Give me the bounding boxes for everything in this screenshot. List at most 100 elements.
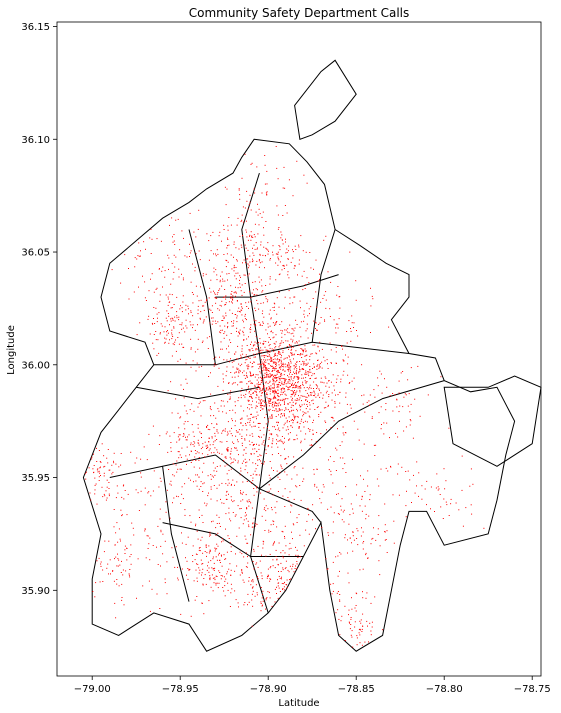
call-point <box>398 411 400 413</box>
call-point <box>208 571 210 573</box>
call-point <box>287 366 289 368</box>
call-point <box>171 332 173 334</box>
call-point <box>239 235 241 237</box>
call-point <box>268 531 270 533</box>
call-point <box>282 415 284 417</box>
call-point <box>342 359 344 361</box>
call-point <box>326 382 328 384</box>
call-point <box>220 275 221 277</box>
call-point <box>296 361 298 363</box>
call-point <box>300 405 302 407</box>
call-point <box>276 297 278 299</box>
call-point <box>138 286 139 288</box>
call-point <box>309 355 311 357</box>
call-point <box>124 553 126 554</box>
call-point <box>245 494 247 496</box>
call-point <box>263 355 265 356</box>
call-point <box>270 318 272 320</box>
call-point <box>243 581 245 583</box>
call-point <box>256 260 258 262</box>
call-point <box>230 448 232 450</box>
call-point <box>168 268 169 270</box>
call-point <box>145 300 147 301</box>
call-point <box>140 490 142 492</box>
call-point <box>292 413 294 415</box>
call-point <box>240 390 242 392</box>
call-point <box>223 337 225 339</box>
call-point <box>277 585 279 587</box>
call-point <box>246 461 248 463</box>
call-point <box>409 479 411 481</box>
call-point <box>234 382 236 384</box>
call-point <box>274 541 275 543</box>
call-point <box>346 331 348 332</box>
call-point <box>333 385 335 387</box>
call-point <box>249 371 251 373</box>
call-point <box>230 297 232 299</box>
call-point <box>240 357 242 359</box>
call-point <box>302 381 304 383</box>
call-point <box>327 405 329 407</box>
call-point <box>117 553 118 555</box>
call-point <box>245 393 247 395</box>
call-point <box>235 514 237 516</box>
call-point <box>246 434 248 436</box>
call-point <box>98 557 100 559</box>
call-point <box>302 480 304 482</box>
call-point <box>250 534 252 536</box>
call-point <box>252 435 254 437</box>
call-point <box>293 409 295 411</box>
call-point <box>273 382 275 384</box>
call-point <box>253 353 255 355</box>
call-point <box>227 279 228 281</box>
call-point <box>181 568 183 570</box>
call-point <box>216 543 218 545</box>
call-point <box>374 455 376 456</box>
call-point <box>282 384 284 386</box>
call-point <box>417 365 419 367</box>
call-point <box>352 646 354 648</box>
call-point <box>243 321 244 323</box>
call-point <box>336 449 338 451</box>
call-point <box>225 266 227 268</box>
call-point <box>301 357 303 358</box>
call-point <box>372 298 374 300</box>
call-point <box>108 493 110 495</box>
call-point <box>416 485 417 487</box>
call-point <box>225 412 227 414</box>
call-point <box>143 241 145 243</box>
call-point <box>220 400 222 402</box>
call-point <box>172 278 174 280</box>
call-point <box>266 367 268 369</box>
call-point <box>273 310 275 311</box>
call-point <box>261 405 263 407</box>
call-point <box>235 371 237 373</box>
district-boundary-8 <box>259 380 445 490</box>
call-point <box>248 505 250 507</box>
call-point <box>211 305 213 307</box>
call-point <box>371 295 373 297</box>
call-point <box>318 367 320 369</box>
call-point <box>305 390 307 392</box>
call-point <box>337 286 339 287</box>
call-point <box>318 414 320 415</box>
call-point <box>223 429 225 431</box>
call-point <box>296 341 298 343</box>
call-point <box>97 471 99 473</box>
call-point <box>176 471 178 473</box>
call-point <box>204 551 206 552</box>
call-point <box>277 491 279 492</box>
call-point <box>320 381 322 383</box>
call-point <box>268 418 270 420</box>
call-point <box>240 422 242 424</box>
call-point <box>343 360 345 362</box>
call-point <box>289 368 291 370</box>
call-point <box>208 545 210 547</box>
call-point <box>277 384 279 386</box>
y-tick-label: 36.05 <box>21 248 50 259</box>
call-point <box>195 523 197 525</box>
call-point <box>184 331 186 333</box>
call-point <box>136 457 138 459</box>
call-point <box>227 393 229 395</box>
call-point <box>256 299 258 301</box>
